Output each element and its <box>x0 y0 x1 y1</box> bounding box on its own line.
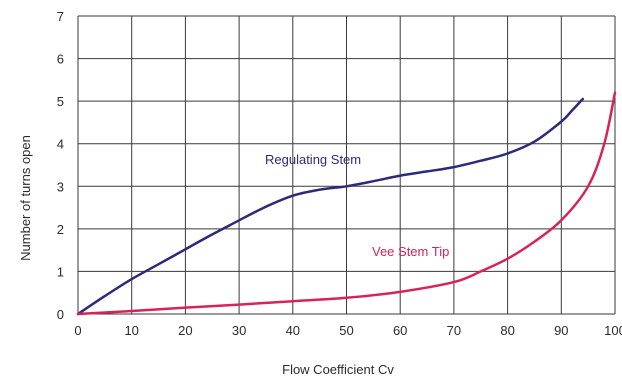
y-tick-label: 7 <box>57 9 64 24</box>
y-tick-label: 1 <box>57 264 64 279</box>
x-tick-label: 40 <box>286 323 300 338</box>
y-tick-label: 3 <box>57 179 64 194</box>
y-tick-label: 6 <box>57 52 64 67</box>
series-line-vee-stem-tip <box>76 91 617 316</box>
x-tick-label: 100 <box>604 323 622 338</box>
x-tick-label: 0 <box>74 323 81 338</box>
x-tick-label: 60 <box>393 323 407 338</box>
x-tick-label: 20 <box>178 323 192 338</box>
x-tick-label: 80 <box>500 323 514 338</box>
y-tick-label: 0 <box>57 307 64 322</box>
grid <box>77 15 616 315</box>
x-tick-label: 30 <box>232 323 246 338</box>
series-line-regulating-stem <box>76 97 585 316</box>
y-tick-label: 2 <box>57 222 64 237</box>
x-tick-label: 50 <box>339 323 353 338</box>
y-tick-label: 5 <box>57 94 64 109</box>
x-tick-label: 90 <box>554 323 568 338</box>
series-lines <box>76 91 617 316</box>
y-axis-ticks: 0 1 2 3 4 5 6 7 <box>57 9 64 322</box>
x-axis-ticks: 0 10 20 30 40 50 60 70 80 90 100 <box>74 323 622 338</box>
x-axis-title: Flow Coefficient Cv <box>282 362 394 377</box>
regulating-stem-label: Regulating Stem <box>265 152 361 167</box>
y-tick-label: 4 <box>57 137 64 152</box>
y-axis-title: Number of turns open <box>18 135 33 261</box>
vee-stem-tip-label: Vee Stem Tip <box>372 244 449 259</box>
x-tick-label: 70 <box>447 323 461 338</box>
x-tick-label: 10 <box>124 323 138 338</box>
